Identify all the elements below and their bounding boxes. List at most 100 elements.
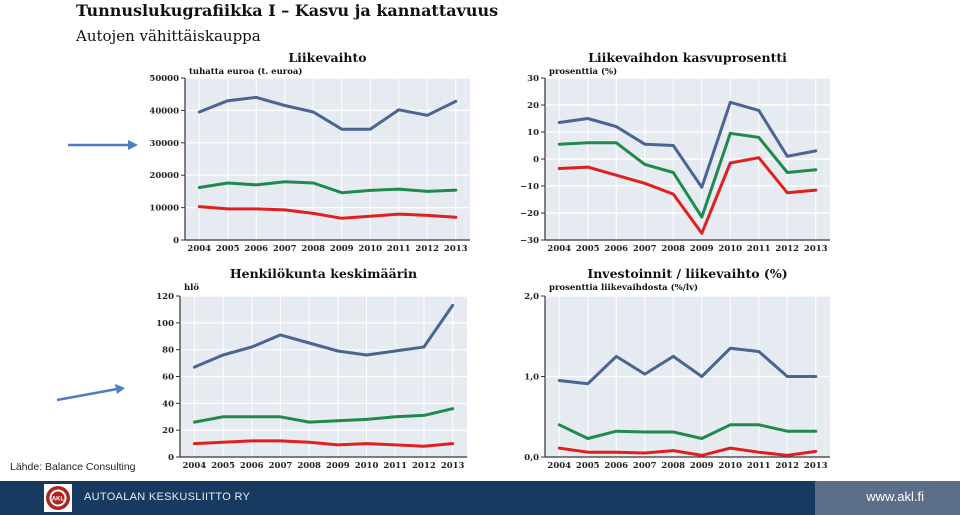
x-tick-label: 2007 [269,461,293,471]
y-tick-label: 20000 [149,171,179,181]
unit-label: prosenttia liikevaihdosta (%/lv) [549,282,698,293]
y-tick-label: −20 [520,209,539,219]
x-tick-label: 2005 [576,244,600,254]
chart-headcount: Henkilökunta keskimäärin hlö 0 20 40 60 80 100 1… [156,266,467,471]
x-tick-label: 2007 [633,461,657,471]
arrow-up-right-icon [56,387,118,402]
unit-label: tuhatta euroa (t. euroa) [189,66,302,77]
x-tick-label: 2013 [441,461,465,471]
x-tick-label: 2008 [301,244,325,254]
x-tick-label: 2011 [383,461,407,471]
x-tick-label: 2005 [211,461,235,471]
y-tick-label: 2,0 [524,292,539,302]
y-tick-label: 50000 [149,74,179,84]
y-tick-label: 30 [527,74,539,84]
x-tick-label: 2004 [187,244,211,254]
chart-investments-to-revenue: Investoinnit / liikevaihto (%)prosenttia… [524,266,830,471]
x-tick-label: 2012 [412,461,436,471]
x-tick-label: 2009 [690,461,714,471]
x-tick-label: 2006 [244,244,268,254]
y-tick-label: 0 [168,453,174,463]
x-tick-label: 2009 [326,461,350,471]
footer-bar: AKL AUTOALAN KESKUSLIITTO RY www.akl.fi [0,481,960,515]
x-tick-label: 2004 [183,461,207,471]
series-line-green [557,131,818,219]
y-tick-label: 30000 [149,139,179,149]
y-tick-label: 10 [527,128,539,138]
x-tick-label: 2010 [718,244,742,254]
series-line-blue [557,100,818,189]
arrow-head-icon [128,140,138,150]
slide-subtitle: Autojen vähittäiskauppa [76,27,261,45]
y-tick-label: 80 [162,346,174,356]
y-tick-label: 40000 [149,106,179,116]
x-tick-label: 2007 [273,244,297,254]
series-line-red [557,446,818,457]
x-tick-label: 2006 [240,461,264,471]
unit-label: hlö [184,282,199,293]
chart-title: Investoinnit / liikevaihto (%) [587,266,787,281]
x-tick-label: 2012 [415,244,439,254]
y-tick-label: 10000 [149,204,179,214]
plot-area [185,78,470,240]
x-tick-label: 2006 [604,244,628,254]
chart-title: Henkilökunta keskimäärin [230,266,417,281]
website-link[interactable]: www.akl.fi [866,489,924,504]
x-tick-label: 2004 [547,244,571,254]
x-tick-label: 2011 [747,461,771,471]
x-tick-label: 2009 [690,244,714,254]
series-line-red [197,205,458,220]
y-tick-label: 60 [162,373,174,383]
y-tick-label: 20 [527,101,539,111]
akl-logo-icon[interactable]: AKL [44,484,72,512]
x-tick-label: 2011 [747,244,771,254]
x-tick-label: 2010 [718,461,742,471]
y-tick-label: 0 [533,155,539,165]
y-tick-label: −10 [520,182,539,192]
y-tick-label: 1,0 [524,373,539,383]
y-tick-label: 0 [173,236,179,246]
x-tick-label: 2012 [775,244,799,254]
x-tick-label: 2004 [547,461,571,471]
x-tick-label: 2006 [604,461,628,471]
x-tick-label: 2008 [297,461,321,471]
x-tick-label: 2013 [444,244,468,254]
series-line-blue [557,346,818,386]
x-tick-label: 2012 [775,461,799,471]
x-tick-label: 2010 [355,461,379,471]
x-tick-label: 2010 [358,244,382,254]
x-tick-label: 2013 [804,244,828,254]
x-tick-label: 2005 [216,244,240,254]
x-tick-label: 2005 [576,461,600,471]
unit-label: prosenttia (%) [549,66,617,77]
series-line-green [557,423,818,440]
x-tick-label: 2011 [387,244,411,254]
x-tick-label: 2008 [661,461,685,471]
y-tick-label: 20 [162,426,174,436]
x-tick-label: 2007 [633,244,657,254]
y-tick-label: 100 [156,319,174,329]
series-line-blue [192,303,455,369]
y-tick-label: −30 [520,236,539,246]
organization-name: AUTOALAN KESKUSLIITTO RY [84,491,251,503]
x-tick-label: 2008 [661,244,685,254]
chart-title: Liikevaihdon kasvuprosentti [588,50,787,65]
y-tick-label: 0,0 [524,453,539,463]
series-line-red [192,439,455,448]
slide-title: Tunnuslukugrafiikka I – Kasvu ja kannatt… [76,1,499,20]
chart-title: Liikevaihto [288,50,366,65]
series-line-green [192,407,455,424]
series-line-red [557,156,818,235]
y-tick-label: 120 [156,292,174,302]
footer-right-panel [815,481,960,515]
y-tick-label: 40 [162,399,174,409]
source-note: Lähde: Balance Consulting [10,461,136,473]
arrow-annotations [56,140,138,402]
series-line-blue [197,95,458,131]
x-tick-label: 2013 [804,461,828,471]
series-line-green [197,180,458,195]
logo-lettering: AKL [52,497,65,503]
x-tick-label: 2009 [330,244,354,254]
